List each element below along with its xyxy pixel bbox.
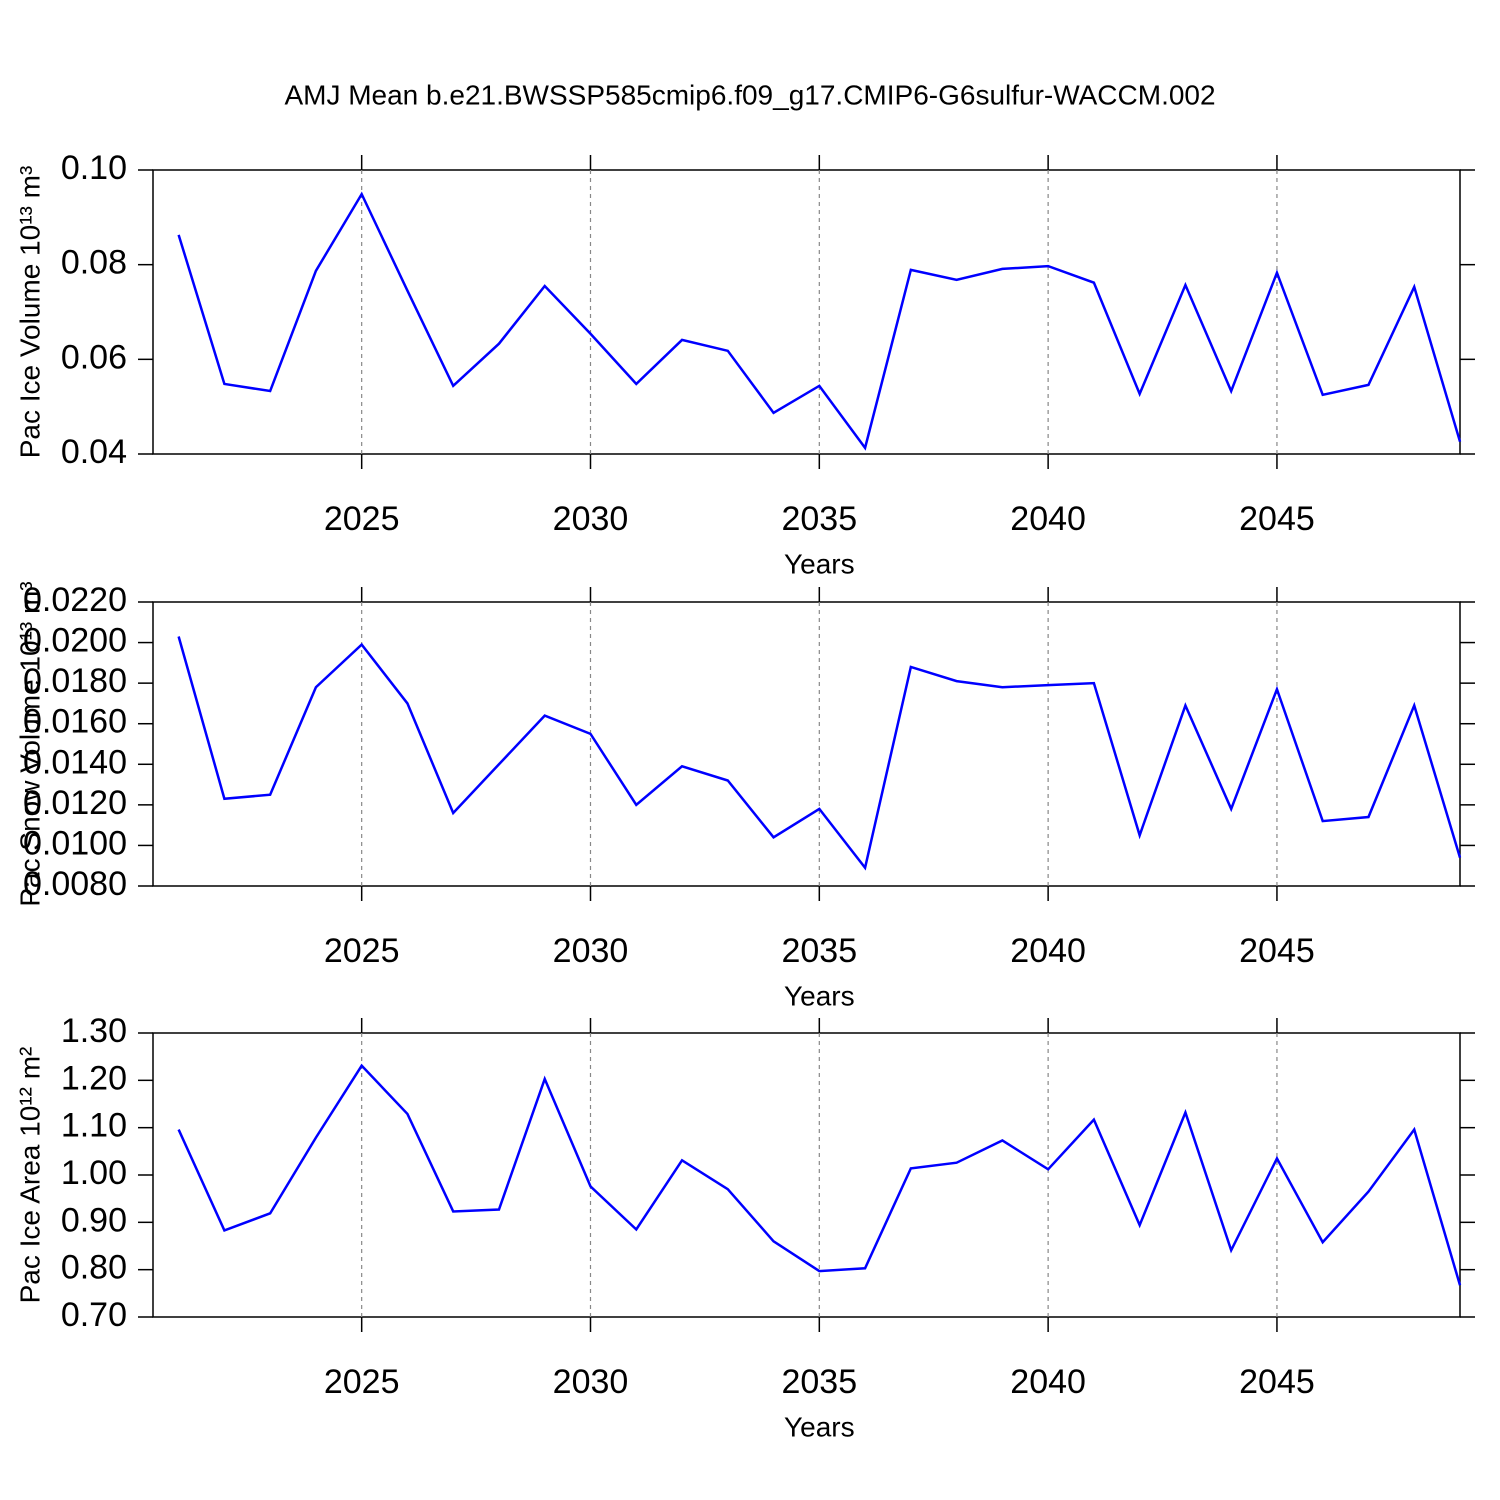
x-tick-label: 2035: [781, 1363, 857, 1401]
x-tick-label: 2045: [1239, 932, 1315, 970]
x-axis-label: Years: [784, 1411, 855, 1442]
y-tick-label: 0.06: [61, 338, 127, 376]
y-tick-label: 0.0180: [23, 662, 127, 700]
x-tick-label: 2040: [1010, 1363, 1086, 1401]
x-tick-label: 2025: [324, 1363, 400, 1401]
y-tick-label: 0.08: [61, 244, 127, 282]
y-tick-label: 0.0100: [23, 824, 127, 862]
x-tick-label: 2035: [781, 500, 857, 538]
y-tick-label: 0.0120: [23, 784, 127, 822]
y-tick-label: 0.70: [61, 1296, 127, 1334]
plot-frame: [152, 601, 1461, 887]
y-tick-label: 0.0220: [23, 581, 127, 619]
plot-frame: [152, 1032, 1461, 1318]
plot-frame: [152, 169, 1461, 455]
y-tick-label: 0.90: [61, 1201, 127, 1239]
y-axis-label: Pac Ice Volume 10¹³ m³: [14, 166, 45, 459]
x-tick-label: 2040: [1010, 932, 1086, 970]
data-line: [177, 636, 1462, 871]
y-tick-label: 1.10: [61, 1107, 127, 1145]
data-line: [177, 191, 1462, 451]
x-axis-label: Years: [784, 548, 855, 579]
y-tick-label: 1.00: [61, 1154, 127, 1192]
chart-title: AMJ Mean b.e21.BWSSP585cmip6.f09_g17.CMI…: [284, 79, 1215, 110]
x-tick-label: 2045: [1239, 1363, 1315, 1401]
y-tick-label: 1.20: [61, 1059, 127, 1097]
y-tick-label: 0.0200: [23, 622, 127, 660]
x-tick-label: 2030: [553, 932, 629, 970]
x-tick-label: 2025: [324, 932, 400, 970]
y-axis-label: Pac Snow Volume 10¹³ m³: [14, 581, 45, 906]
y-tick-label: 0.0160: [23, 703, 127, 741]
x-tick-label: 2045: [1239, 500, 1315, 538]
x-axis-label: Years: [784, 980, 855, 1011]
x-tick-label: 2040: [1010, 500, 1086, 538]
y-tick-label: 1.30: [61, 1012, 127, 1050]
y-tick-label: 0.80: [61, 1249, 127, 1287]
y-tick-label: 0.04: [61, 433, 127, 471]
x-tick-label: 2030: [553, 500, 629, 538]
data-line: [177, 1063, 1462, 1286]
y-tick-label: 0.0140: [23, 743, 127, 781]
y-tick-label: 0.0080: [23, 865, 127, 903]
y-axis-label: Pac Ice Area 10¹² m²: [14, 1047, 45, 1304]
x-tick-label: 2035: [781, 932, 857, 970]
x-tick-label: 2025: [324, 500, 400, 538]
y-tick-label: 0.10: [61, 149, 127, 187]
x-tick-label: 2030: [553, 1363, 629, 1401]
